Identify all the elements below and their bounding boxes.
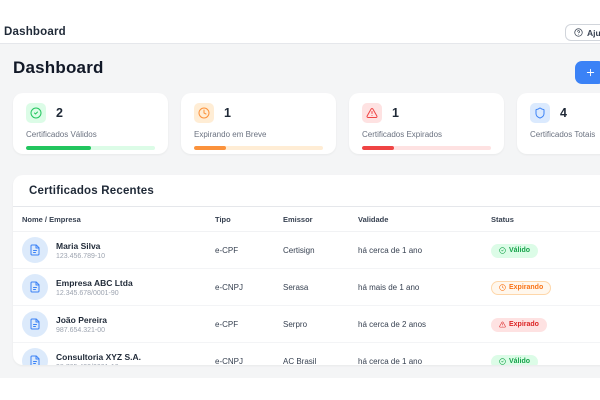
table-title: Certificados Recentes bbox=[13, 175, 600, 207]
stat-label: Certificados Expirados bbox=[362, 130, 443, 139]
certificate-name: Consultoria XYZ S.A. bbox=[56, 351, 142, 362]
file-text-icon bbox=[22, 274, 48, 300]
clock-icon bbox=[194, 103, 214, 123]
progress-bar-fill bbox=[362, 146, 395, 150]
certificate-validity: há mais de 1 ano bbox=[358, 282, 420, 292]
column-header-validade: Validade bbox=[358, 214, 389, 224]
certificate-name: João Pereira bbox=[56, 314, 108, 325]
certificate-issuer: Certisign bbox=[283, 245, 315, 255]
plus-icon bbox=[586, 68, 594, 77]
stat-value: 1 bbox=[392, 106, 399, 120]
column-header-status: Status bbox=[491, 214, 514, 224]
help-button[interactable]: Ajuda bbox=[565, 24, 600, 41]
table-row[interactable]: Consultoria XYZ S.A. 98.765.432/0001-10 … bbox=[13, 343, 600, 365]
stat-value: 4 bbox=[560, 106, 567, 120]
certificate-document: 12.345.678/0001-90 bbox=[56, 289, 119, 297]
column-header-tipo: Tipo bbox=[215, 214, 231, 224]
help-button-label: Ajuda bbox=[587, 27, 600, 38]
certificate-name: Maria Silva bbox=[56, 240, 101, 251]
certificate-issuer: Serpro bbox=[283, 319, 308, 329]
certificate-validity: há cerca de 2 anos bbox=[358, 319, 427, 329]
shield-icon bbox=[530, 103, 550, 123]
progress-bar bbox=[26, 146, 155, 150]
file-text-icon bbox=[22, 348, 48, 365]
certificate-validity: há cerca de 1 ano bbox=[358, 245, 423, 255]
status-badge: Válido bbox=[491, 354, 539, 365]
certificate-type: e-CNPJ bbox=[215, 282, 244, 292]
check-circle-icon bbox=[26, 103, 46, 123]
certificate-document: 123.456.789-10 bbox=[56, 252, 106, 260]
topbar-title: Dashboard bbox=[4, 26, 66, 38]
status-badge: Expirando bbox=[491, 280, 552, 295]
stat-label: Expirando em Breve bbox=[194, 130, 267, 139]
certificate-issuer: AC Brasil bbox=[283, 356, 317, 366]
certificate-document: 98.765.432/0001-10 bbox=[56, 364, 141, 366]
stat-value: 1 bbox=[224, 106, 231, 120]
file-text-icon bbox=[22, 311, 48, 337]
stat-card-valid: 2 Certificados Válidos bbox=[13, 93, 168, 154]
topbar: Dashboard Ajuda bbox=[0, 0, 600, 44]
stat-value: 2 bbox=[56, 106, 63, 120]
recent-certificates-card: Certificados Recentes Nome / Empresa Tip… bbox=[13, 175, 600, 365]
alert-triangle-icon bbox=[362, 103, 382, 123]
page-bottom-spacer bbox=[0, 378, 600, 400]
certificate-type: e-CNPJ bbox=[215, 356, 244, 366]
stat-card-expired: 1 Certificados Expirados bbox=[349, 93, 504, 154]
certificate-document: 987.654.321-00 bbox=[56, 326, 106, 334]
progress-bar-fill bbox=[26, 146, 91, 150]
table-row[interactable]: João Pereira 987.654.321-00 e-CPF Serpro… bbox=[13, 306, 600, 343]
stat-card-total: 4 Certificados Totais bbox=[517, 93, 600, 154]
file-text-icon bbox=[22, 237, 48, 263]
stat-label: Certificados Válidos bbox=[26, 130, 97, 139]
column-header-name: Nome / Empresa bbox=[22, 214, 81, 224]
table-row[interactable]: Maria Silva 123.456.789-10 e-CPF Certisi… bbox=[13, 232, 600, 269]
page-title: Dashboard bbox=[13, 58, 104, 77]
column-header-emissor: Emissor bbox=[283, 214, 313, 224]
add-certificate-button[interactable] bbox=[575, 61, 600, 84]
progress-bar bbox=[362, 146, 491, 150]
help-circle-icon bbox=[574, 28, 583, 37]
certificate-type: e-CPF bbox=[215, 319, 239, 329]
status-badge: Válido bbox=[491, 243, 539, 258]
certificate-type: e-CPF bbox=[215, 245, 239, 255]
stat-cards: 2 Certificados Válidos 1 Expirando em Br… bbox=[13, 93, 600, 154]
table-row[interactable]: Empresa ABC Ltda 12.345.678/0001-90 e-CN… bbox=[13, 269, 600, 306]
table-header-row: Nome / Empresa Tipo Emissor Validade Sta… bbox=[13, 207, 600, 232]
certificate-validity: há cerca de 1 ano bbox=[358, 356, 423, 366]
certificate-issuer: Serasa bbox=[283, 282, 309, 292]
stat-card-expiring: 1 Expirando em Breve bbox=[181, 93, 336, 154]
progress-bar-fill bbox=[194, 146, 227, 150]
status-badge: Expirado bbox=[491, 317, 547, 332]
stat-label: Certificados Totais bbox=[530, 130, 596, 139]
progress-bar bbox=[194, 146, 323, 150]
certificate-name: Empresa ABC Ltda bbox=[56, 277, 133, 288]
page-content: Dashboard 2 Certificados Válidos 1 Expir… bbox=[0, 44, 600, 378]
